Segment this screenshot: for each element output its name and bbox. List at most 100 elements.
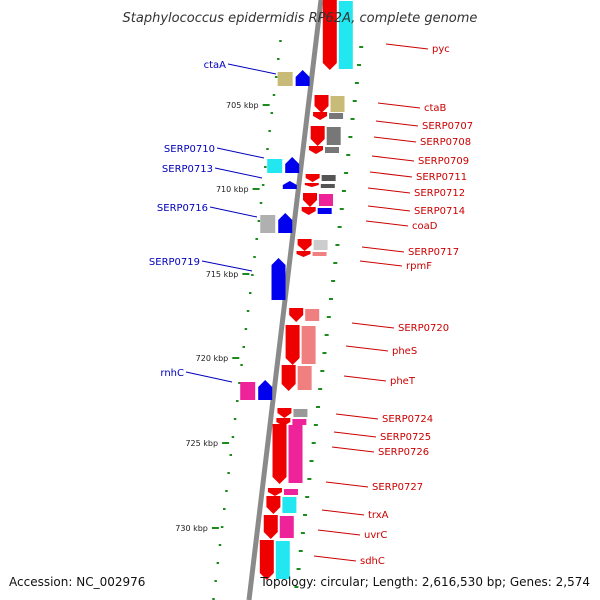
ring-dot-left bbox=[259, 202, 263, 204]
reverse-gene-arrow bbox=[297, 239, 312, 251]
label-leader-line bbox=[361, 246, 405, 253]
ring-dot-right bbox=[348, 136, 353, 138]
ring-dot-left bbox=[246, 310, 250, 312]
cog-category-box bbox=[301, 326, 316, 364]
label-leader-line bbox=[367, 187, 411, 194]
ring-dot-right bbox=[350, 118, 355, 120]
gene-label-forward: SERP0719 bbox=[149, 257, 200, 268]
ring-dot-right bbox=[320, 370, 325, 372]
gene-label-reverse: pheT bbox=[390, 376, 416, 387]
gene-label-reverse: rpmF bbox=[406, 261, 432, 272]
scale-tick-label: 725 kbp bbox=[185, 439, 218, 448]
forward-gene-arrow bbox=[285, 157, 300, 173]
scale-tick-mark bbox=[211, 527, 219, 529]
cog-category-box bbox=[297, 366, 312, 390]
scale-tick-label: 730 kbp bbox=[175, 524, 208, 533]
label-leader-line bbox=[365, 220, 409, 227]
label-leader-line bbox=[385, 43, 429, 50]
scale-tick-mark bbox=[222, 442, 230, 444]
ring-dot-right bbox=[357, 64, 362, 66]
ring-dot-right bbox=[326, 316, 331, 318]
cog-category-box bbox=[277, 72, 293, 86]
gene-label-reverse: SERP0711 bbox=[416, 172, 467, 183]
scale-tick-mark bbox=[242, 273, 250, 275]
label-leader-line bbox=[185, 371, 233, 383]
gene-label-reverse: pyc bbox=[432, 44, 450, 55]
ring-dot-left bbox=[279, 40, 282, 42]
ring-dot-right bbox=[318, 388, 323, 390]
label-leader-line bbox=[216, 147, 265, 159]
label-leader-line bbox=[371, 155, 415, 162]
gene-label-reverse: SERP0717 bbox=[408, 247, 459, 258]
reverse-gene-arrow bbox=[296, 251, 311, 257]
gene-label-reverse: SERP0709 bbox=[418, 156, 469, 167]
ring-dot-left bbox=[266, 148, 269, 150]
reverse-gene-arrow bbox=[266, 496, 281, 514]
cog-category-box bbox=[275, 541, 290, 579]
ring-dot-right bbox=[331, 280, 336, 282]
ring-dot-left bbox=[227, 472, 230, 474]
gene-label-reverse: SERP0720 bbox=[398, 323, 449, 334]
cog-category-box bbox=[326, 127, 341, 145]
ring-dot-right bbox=[322, 352, 327, 354]
ring-dot-left bbox=[272, 94, 276, 96]
label-leader-line bbox=[359, 260, 403, 267]
cog-category-box bbox=[325, 147, 339, 153]
gene-label-reverse: SERP0714 bbox=[414, 206, 465, 217]
ring-dot-left bbox=[253, 256, 256, 258]
label-leader-line bbox=[377, 102, 421, 109]
cog-category-box bbox=[330, 96, 345, 112]
ring-dot-right bbox=[352, 100, 357, 102]
gene-label-forward: ctaA bbox=[204, 60, 227, 71]
ring-dot-right bbox=[305, 496, 310, 498]
ring-dot-right bbox=[344, 172, 349, 174]
ring-dot-right bbox=[337, 226, 342, 228]
label-leader-line bbox=[369, 171, 413, 178]
gene-label-reverse: SERP0725 bbox=[380, 432, 431, 443]
label-leaders bbox=[185, 43, 429, 562]
ring-dot-left bbox=[270, 112, 274, 114]
gene-label-reverse: uvrC bbox=[364, 530, 387, 541]
gene-features bbox=[240, 0, 353, 580]
scale-tick-label: 720 kbp bbox=[196, 354, 229, 363]
cog-category-box bbox=[292, 419, 307, 425]
gene-label-forward: SERP0716 bbox=[157, 203, 208, 214]
cog-category-box bbox=[317, 208, 332, 214]
gene-label-forward: SERP0713 bbox=[162, 164, 213, 175]
ring-dot-left bbox=[261, 184, 265, 186]
gene-label-reverse: SERP0726 bbox=[378, 447, 429, 458]
cog-category-box bbox=[288, 425, 303, 483]
gene-label-reverse: trxA bbox=[368, 510, 389, 521]
ring-dot-left bbox=[218, 544, 222, 546]
forward-gene-arrow bbox=[295, 70, 310, 86]
gene-label-reverse: SERP0712 bbox=[414, 188, 465, 199]
label-leader-line bbox=[317, 529, 361, 536]
scale-tick-label: 710 kbp bbox=[216, 185, 249, 194]
ring-dot-right bbox=[311, 442, 316, 444]
label-leader-line bbox=[201, 260, 253, 272]
reverse-gene-arrow bbox=[289, 308, 304, 322]
ring-dot-right bbox=[341, 190, 346, 192]
ring-dot-left bbox=[251, 274, 254, 276]
ring-dot-right bbox=[324, 334, 329, 336]
reverse-gene-arrow bbox=[281, 365, 296, 391]
ring-dot-right bbox=[294, 586, 299, 588]
ring-dot-right bbox=[339, 208, 344, 210]
label-leader-line bbox=[214, 167, 263, 179]
forward-gene-arrow bbox=[282, 181, 297, 189]
ring-dot-left bbox=[220, 526, 224, 528]
ring-dot-left bbox=[274, 76, 278, 78]
ring-dot-left bbox=[244, 328, 248, 330]
cog-category-box bbox=[320, 184, 335, 188]
scale-tick-mark bbox=[252, 188, 260, 190]
cog-category-box bbox=[313, 240, 328, 250]
reverse-gene-arrow bbox=[303, 193, 317, 207]
ring-dot-right bbox=[298, 550, 303, 552]
ring-dot-left bbox=[277, 58, 280, 60]
gene-labels: ctaA SERP0710 SERP0713 SERP0716 SERP0719 rnhC… bbox=[149, 44, 473, 567]
ring-dots bbox=[212, 40, 364, 600]
reverse-gene-arrow bbox=[304, 183, 319, 187]
reverse-gene-arrow bbox=[301, 207, 316, 215]
ring-dot-right bbox=[359, 46, 364, 48]
